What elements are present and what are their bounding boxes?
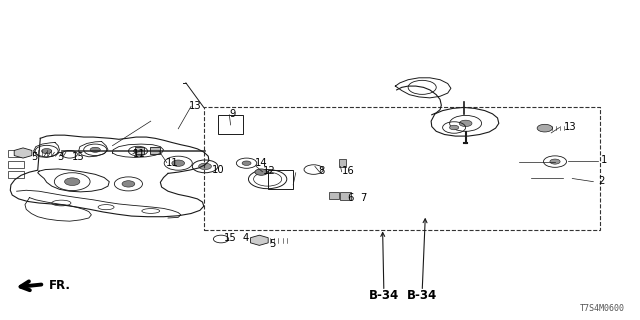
Text: 14: 14 — [255, 158, 268, 168]
Text: 7: 7 — [360, 193, 367, 203]
Bar — [204, 108, 600, 230]
Circle shape — [134, 149, 143, 153]
Bar — [268, 170, 293, 189]
Circle shape — [198, 163, 211, 170]
Bar — [339, 159, 346, 167]
Text: 13: 13 — [564, 122, 577, 132]
Bar — [218, 116, 243, 134]
Text: 8: 8 — [319, 166, 325, 176]
Text: 10: 10 — [211, 164, 224, 174]
Bar — [8, 161, 24, 168]
Polygon shape — [250, 235, 268, 245]
Bar — [8, 171, 24, 178]
Text: FR.: FR. — [49, 279, 70, 292]
Circle shape — [65, 178, 80, 186]
Text: 15: 15 — [224, 233, 237, 243]
Text: 1: 1 — [601, 155, 607, 165]
Text: 3: 3 — [57, 152, 63, 162]
Text: 6: 6 — [348, 193, 354, 203]
Circle shape — [537, 124, 552, 132]
Text: 9: 9 — [229, 109, 236, 119]
Text: 2: 2 — [598, 176, 604, 186]
Text: 13: 13 — [189, 101, 202, 111]
Text: 5: 5 — [31, 152, 38, 162]
Bar — [135, 147, 145, 154]
Bar — [340, 193, 351, 199]
Text: 15: 15 — [72, 152, 85, 162]
Text: 11: 11 — [133, 148, 146, 159]
Circle shape — [172, 160, 184, 166]
Text: 11: 11 — [166, 157, 178, 168]
Circle shape — [242, 161, 251, 165]
Circle shape — [122, 181, 135, 187]
Circle shape — [460, 120, 472, 126]
Bar — [329, 192, 339, 199]
Circle shape — [90, 147, 100, 152]
Circle shape — [449, 125, 459, 130]
Text: T7S4M0600: T7S4M0600 — [580, 304, 625, 313]
Text: 4: 4 — [242, 233, 248, 243]
Circle shape — [255, 169, 268, 175]
Text: 16: 16 — [342, 166, 355, 176]
Bar — [150, 147, 160, 154]
Text: B-34: B-34 — [369, 289, 399, 302]
Text: 12: 12 — [262, 166, 275, 176]
Circle shape — [550, 159, 560, 164]
Circle shape — [42, 148, 52, 154]
Polygon shape — [14, 148, 32, 158]
Bar — [8, 150, 24, 157]
Text: 5: 5 — [269, 239, 275, 249]
Text: B-34: B-34 — [407, 289, 437, 302]
